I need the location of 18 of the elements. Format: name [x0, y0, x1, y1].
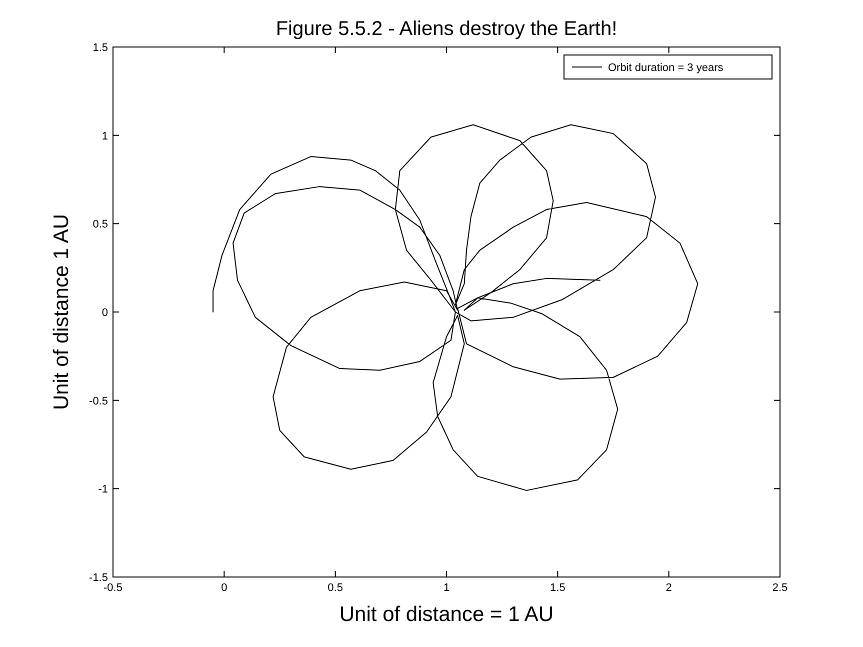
- line-series: [212, 124, 698, 491]
- y-tick-label: 1: [102, 130, 108, 142]
- x-tick-label: 2.5: [772, 582, 788, 594]
- y-tick-label: -0.5: [89, 395, 108, 408]
- y-tick-label: 0: [102, 307, 108, 319]
- x-tick-label: 0: [221, 582, 228, 594]
- y-tick-label: -1.5: [89, 572, 108, 584]
- x-tick-label: 1.5: [550, 582, 566, 594]
- y-axis-title: Unit of distance 1 AU: [50, 214, 73, 410]
- legend-label: Orbit duration = 3 years: [608, 62, 724, 74]
- chart-title: Figure 5.5.2 - Aliens destroy the Earth!: [276, 18, 618, 40]
- y-tick-label: 0.5: [92, 218, 108, 231]
- y-tick-label: 1.5: [92, 42, 108, 54]
- x-tick-label: 0.5: [328, 582, 343, 594]
- x-tick-label: 2: [666, 582, 672, 594]
- x-axis-title: Unit of distance = 1 AU: [339, 603, 554, 626]
- y-tick-label: -1: [98, 484, 108, 496]
- x-tick-label: 1: [443, 582, 450, 594]
